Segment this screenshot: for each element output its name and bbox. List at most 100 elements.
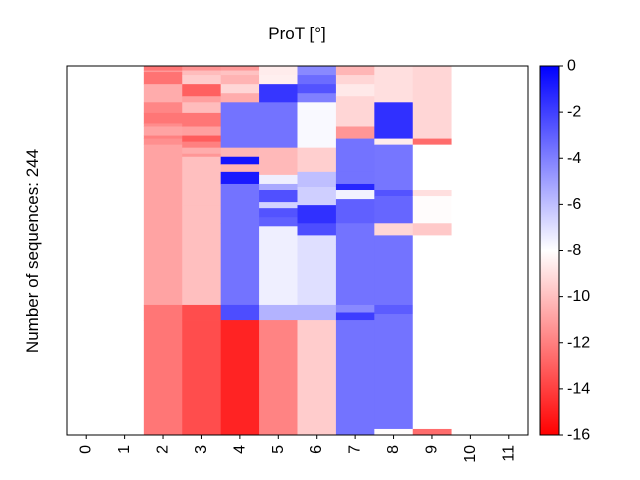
heatmap-cell [297, 66, 337, 76]
heatmap-cell [182, 320, 222, 436]
colorbar-tick-label: -14 [567, 380, 590, 397]
heatmap-cell [182, 96, 222, 103]
heatmap-cell [220, 84, 260, 94]
colorbar-tick-label: 0 [567, 58, 576, 75]
heatmap-cell [220, 223, 260, 306]
heatmap-cell [220, 150, 260, 158]
heatmap-cell [182, 112, 222, 124]
heatmap-cell [374, 66, 414, 103]
heatmap-cell [143, 102, 183, 114]
heatmap-cell [335, 66, 375, 76]
heatmap-cell [182, 70, 222, 76]
heatmap-cell [220, 75, 260, 85]
heatmap-cell [259, 75, 298, 85]
heatmap-cell [297, 186, 337, 206]
heatmap-cell [220, 156, 260, 165]
heatmap-cell [335, 304, 375, 313]
heatmap-cell [220, 183, 260, 224]
heatmap-cell [335, 75, 375, 85]
heatmap-cell [412, 138, 452, 146]
heatmap-cell [297, 223, 337, 236]
x-tick-label: 6 [308, 445, 325, 454]
heatmap-cell [297, 75, 337, 85]
heatmap-cell [143, 112, 183, 124]
heatmap-cell [335, 244, 375, 306]
heatmap-cell [259, 147, 298, 176]
heatmap-cell [182, 147, 222, 155]
heatmap-cell [297, 102, 337, 149]
heatmap-cell [259, 208, 298, 218]
heatmap-cell [143, 123, 183, 127]
heatmap-cell [335, 171, 375, 185]
heatmap-cell [335, 96, 375, 112]
heatmap-cell [335, 190, 375, 200]
heatmap-cell [143, 70, 183, 73]
heatmap-cell [374, 304, 414, 315]
heatmap-cell [220, 320, 260, 436]
colorbar-tick-label: -8 [567, 242, 581, 259]
heatmap-cell [335, 199, 375, 224]
heatmap-cell [220, 102, 260, 149]
x-tick-label: 1 [116, 445, 133, 454]
heatmap-cell [259, 190, 298, 203]
heatmap-cell [259, 102, 298, 149]
heatmap-cell [374, 190, 414, 197]
heatmap-cell [374, 196, 414, 224]
x-tick-label: 4 [231, 445, 248, 454]
y-axis-label: Number of sequences: 244 [23, 149, 42, 353]
heatmap-cell [182, 123, 222, 127]
heatmap-cell [297, 171, 337, 188]
heatmap-cell [374, 144, 414, 191]
heatmap-cell [297, 205, 337, 224]
x-tick-label: 10 [462, 445, 479, 463]
heatmap-cell [220, 147, 260, 152]
heatmap-cell [143, 135, 183, 139]
heatmap-cell [220, 304, 260, 321]
heatmap-cell [259, 320, 298, 436]
colorbar-tick-label: -16 [567, 427, 590, 444]
heatmap-cell [374, 138, 414, 146]
heatmap-cell [335, 126, 375, 139]
colorbar [539, 65, 560, 436]
heatmap-cell [297, 235, 337, 306]
heatmap-cell [259, 84, 298, 103]
plot-frame [66, 65, 529, 436]
heatmap-cell [182, 304, 222, 321]
heatmap-cell [220, 70, 260, 76]
heatmap-cell [143, 304, 183, 321]
heatmap-cell [143, 320, 183, 436]
heatmap-cell [412, 235, 452, 430]
x-tick-label: 11 [500, 445, 517, 462]
heatmap-cell [182, 153, 222, 158]
heatmap-cell [259, 304, 298, 321]
heatmap-cell [259, 174, 298, 185]
heatmap-cell [182, 84, 222, 97]
heatmap-cell [259, 226, 298, 306]
heatmap-cell [335, 84, 375, 97]
heatmap-cell [259, 183, 298, 191]
heatmap-cell [374, 314, 414, 430]
heatmap-cell [335, 312, 375, 321]
x-tick-label: 7 [347, 445, 364, 454]
heatmap-cell [220, 66, 260, 71]
heatmap-cell [143, 66, 183, 71]
heatmap-cell [143, 138, 183, 146]
colorbar-tick-label: -10 [567, 288, 590, 305]
heatmap-cell [297, 84, 337, 94]
heatmap-cell [412, 428, 452, 436]
heatmap-cell [220, 164, 260, 173]
heatmap-cell [297, 304, 337, 321]
heatmap-cell [182, 141, 222, 149]
heatmap-cell [374, 223, 414, 236]
heatmap-cell [182, 66, 222, 71]
heatmap-cell [259, 66, 298, 76]
heatmap-cell [374, 102, 414, 139]
x-tick-label: 5 [270, 445, 287, 454]
x-tick-label: 9 [423, 445, 440, 454]
heatmap-cells [143, 66, 452, 436]
heatmap-cell [143, 72, 183, 85]
heatmap-cell [182, 102, 222, 114]
heatmap-cell [143, 144, 183, 149]
x-tick-label: 3 [193, 445, 210, 454]
